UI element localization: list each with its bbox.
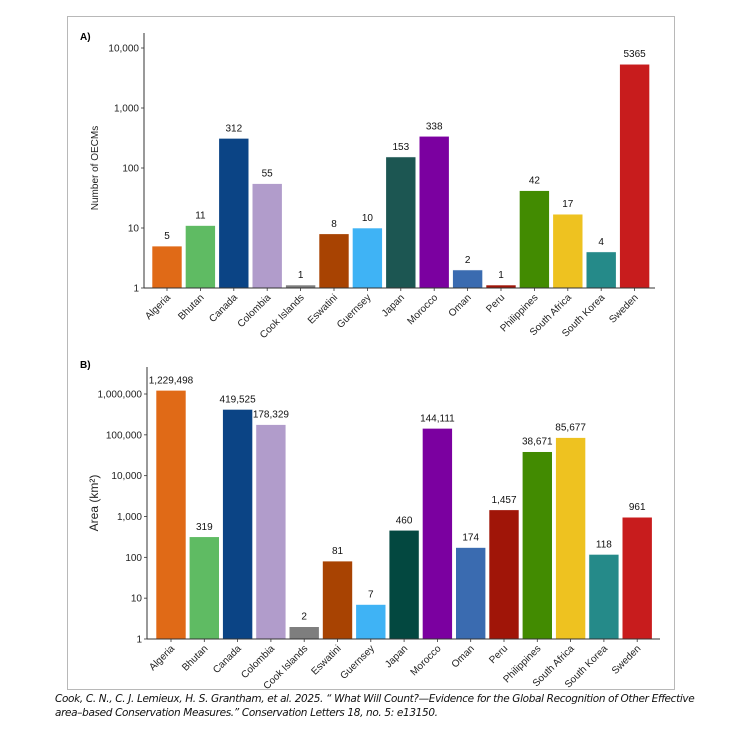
panel-b-bar-morocco	[422, 428, 453, 640]
panel-a-category-label: Canada	[207, 292, 240, 325]
panel-b-bar-oman	[455, 547, 487, 640]
panel-a-value-label: 2	[465, 255, 471, 266]
panel-b-bar-philippines	[521, 451, 553, 640]
panel-b-bar-algeria	[155, 390, 187, 640]
panel-b-category-label: Japan	[383, 643, 410, 670]
panel-a-bar-colombia	[251, 183, 283, 289]
panel-b-category-label: Peru	[487, 643, 510, 666]
panel-a-category-label: Morocco	[405, 292, 440, 327]
panel-b-category-label: Guernsey	[338, 643, 376, 681]
panel-a-value-label: 17	[562, 199, 574, 210]
panel-a-y-tick-label: 10,000	[108, 44, 139, 55]
panel-b-bar-south-korea	[588, 554, 620, 640]
panel-b-bar-south-africa	[555, 437, 586, 640]
panel-b-y-tick-label: 100	[125, 553, 142, 564]
panel-a-bar-oman	[452, 269, 483, 289]
panel-a: A) Number of OECMs 5Algeria11Bhutan312Ca…	[80, 32, 655, 341]
panel-b-category-label: Sweden	[610, 643, 643, 676]
panel-b-bar-guernsey	[355, 604, 387, 640]
panel-a-y-tick-label: 1	[133, 284, 139, 295]
panel-b-bar-eswatini	[322, 560, 353, 640]
panel-a-value-label: 1	[298, 270, 304, 281]
panel-a-value-label: 338	[426, 121, 443, 132]
panel-b-label: B)	[80, 360, 91, 371]
panel-a-value-label: 5	[164, 231, 170, 242]
panel-b-bar-cook-islands	[288, 626, 320, 640]
panel-b-value-label: 38,671	[522, 437, 553, 448]
panel-b-value-label: 1,457	[491, 495, 516, 506]
panel-a-category-label: Sweden	[607, 292, 640, 325]
panel-a-category-label: Bhutan	[176, 292, 206, 322]
panel-a-bar-south-korea	[585, 251, 617, 289]
panel-a-y-axis-title: Number of OECMs	[90, 126, 101, 210]
panel-b-value-label: 178,329	[253, 410, 290, 421]
panel-b-category-label: Eswatini	[310, 643, 344, 677]
panel-b-value-label: 174	[462, 533, 479, 544]
panel-b-y-tick-label: 1	[136, 635, 142, 646]
panel-b-category-label: Algeria	[147, 643, 177, 673]
panel-a-category-label: Algeria	[143, 292, 173, 322]
panel-b-bar-peru	[488, 509, 520, 640]
panel-b-category-label: Bhutan	[180, 643, 210, 673]
panel-b-value-label: 2	[301, 612, 307, 623]
panel-b-value-label: 1,229,498	[149, 375, 194, 386]
panel-b-bar-sweden	[621, 516, 653, 640]
panel-b-y-tick-label: 1,000	[117, 512, 142, 523]
panel-a-bar-guernsey	[352, 227, 383, 289]
panel-b-value-label: 144,111	[420, 413, 455, 424]
panel-b-y-tick-label: 10	[131, 594, 143, 605]
panel-a-y-tick-label: 10	[128, 224, 140, 235]
panel-a-value-label: 8	[331, 219, 337, 230]
panel-b-value-label: 81	[332, 546, 344, 557]
panel-a-value-label: 153	[392, 142, 409, 153]
panel-b: B) Area (km²) 1,229,498 Algeria 319 Bhutan 4…	[80, 360, 660, 692]
panel-b-value-label: 961	[629, 502, 646, 513]
panel-a-category-label: Peru	[484, 292, 507, 315]
panel-b-value-label: 460	[396, 515, 413, 526]
panel-a-bar-sweden	[619, 63, 650, 289]
panel-a-bar-philippines	[519, 190, 550, 289]
panel-a-value-label: 4	[598, 237, 604, 248]
panel-a-label: A)	[80, 32, 91, 43]
panel-a-y-tick-label: 1,000	[114, 104, 139, 115]
panel-a-bar-eswatini	[318, 233, 350, 289]
panel-b-category-label: Oman	[450, 643, 477, 670]
panel-a-bar-algeria	[151, 245, 183, 289]
panel-a-y-tick-label: 100	[122, 164, 139, 175]
panel-b-y-tick-label: 10,000	[111, 471, 142, 482]
panel-b-category-label: Morocco	[409, 643, 444, 678]
panel-a-bar-morocco	[418, 135, 450, 289]
panel-a-value-label: 11	[195, 211, 206, 222]
panel-b-value-label: 85,677	[555, 423, 586, 434]
panel-a-value-label: 10	[362, 213, 374, 224]
panel-b-y-tick-label: 1,000,000	[98, 390, 143, 401]
panel-a-bar-japan	[385, 156, 417, 289]
panel-a-value-label: 55	[262, 169, 274, 180]
panel-b-value-label: 118	[596, 539, 612, 550]
panel-b-bar-japan	[388, 529, 420, 640]
panel-a-bar-bhutan	[185, 225, 216, 289]
panel-b-value-label: 319	[196, 522, 213, 533]
panel-b-y-tick-label: 100,000	[106, 430, 143, 441]
panel-a-bar-south-africa	[552, 213, 584, 289]
citation-text: Cook, C. N., C. J. Lemieux, H. S. Granth…	[55, 693, 695, 719]
panel-a-value-label: 312	[225, 123, 242, 134]
panel-b-bar-canada	[222, 409, 253, 640]
panel-a-value-label: 5365	[623, 49, 646, 60]
panel-b-bar-colombia	[255, 424, 287, 640]
panel-a-category-label: Japan	[380, 292, 407, 319]
panel-a-category-label: Eswatini	[306, 292, 340, 326]
panel-a-category-label: Guernsey	[335, 292, 373, 330]
panel-b-bar-bhutan	[189, 536, 220, 640]
panel-a-category-label: Oman	[447, 292, 474, 319]
panel-b-y-axis-title: Area (km²)	[87, 475, 101, 532]
panel-b-category-label: Canada	[211, 643, 244, 676]
panel-a-value-label: 1	[498, 270, 504, 281]
panel-b-value-label: 7	[368, 589, 374, 600]
panel-b-value-label: 419,525	[220, 394, 257, 405]
panel-a-bar-canada	[218, 138, 250, 289]
panel-a-value-label: 42	[529, 176, 541, 187]
